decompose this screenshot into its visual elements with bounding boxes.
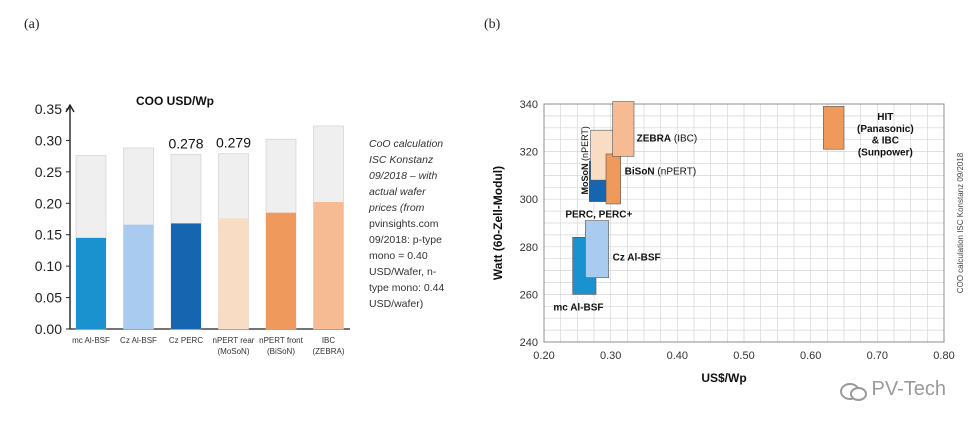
region-cz-al-bsf <box>585 220 609 279</box>
x-tick-label: mc Al-BSF <box>72 336 110 345</box>
y-axis-arrow <box>65 103 75 113</box>
panel-label-a: (a) <box>24 17 40 32</box>
annotation-mc-al-bsf: mc Al-BSF <box>553 302 603 313</box>
bar-lower <box>171 223 201 329</box>
annotation-hit-line: (Panasonic) <box>857 124 914 135</box>
x-tick-sublabel: (ZEBRA) <box>313 347 345 356</box>
annotation-moson-suffix: (nPERT) <box>580 126 590 163</box>
annotation-zebra-suffix: (IBC) <box>671 133 697 144</box>
region-zebra-ibc- <box>612 101 635 157</box>
region-bison-npert- <box>605 153 621 205</box>
x-tick-label: 0.30 <box>600 350 621 362</box>
pv-tech-watermark: PV-Tech <box>839 378 946 401</box>
annotation-hit-line: HIT <box>877 112 893 123</box>
bar-lower <box>218 218 249 329</box>
chart-title: COO USD/Wp <box>136 95 214 108</box>
data-label: 0.279 <box>216 135 251 151</box>
x-tick-sublabel: (MoSoN) <box>217 347 249 356</box>
coo-calculation-note: CoO calculation ISC Konstanz 09/2018 – w… <box>369 136 481 312</box>
annotation-bison-suffix: (nPERT) <box>655 167 697 178</box>
data-label: 0.278 <box>168 135 203 151</box>
y-tick-label: 240 <box>520 337 538 349</box>
scatter-chart-watt-vs-cost: 0.20 0.30 0.40 0.50 0.60 0.70 0.80 240 260 280 300… <box>491 99 965 385</box>
note-line: type mono: 0.44 <box>369 282 445 294</box>
annotation-perc: PERC, PERC+ <box>565 209 632 220</box>
x-tick-label: 0.40 <box>667 350 688 362</box>
y-tick-label: 0.00 <box>35 321 62 337</box>
bar-chart-coo: 0.00 0.05 0.10 0.15 0.20 0.25 0.30 0.35 COO USD/… <box>35 95 350 356</box>
y-tick-label: 340 <box>520 99 538 111</box>
annotation-bison: BiSoN (nPERT) <box>625 167 697 178</box>
x-tick-label: Cz Al-BSF <box>120 336 157 345</box>
y-tick-label: 0.35 <box>35 101 62 117</box>
note-line: USD/Wafer, n- <box>369 266 437 278</box>
annotation-hit-line: & IBC <box>872 136 899 147</box>
note-line: actual wafer <box>369 186 426 198</box>
annotation-zebra-name: ZEBRA <box>637 133 671 144</box>
note-line: pvinsights.com <box>369 218 439 230</box>
plot-frame <box>543 103 945 343</box>
note-line: 09/2018 – with <box>369 170 438 182</box>
annotation-cz-al-bsf: Cz Al-BSF <box>613 252 661 263</box>
x-tick-label: IBC <box>322 336 336 345</box>
note-line: mono = 0.40 <box>369 250 428 262</box>
x-tick-label: nPERT front <box>259 336 304 345</box>
annotation-moson: MoSoN (nPERT) <box>580 126 590 194</box>
panel-label-b: (b) <box>484 17 501 32</box>
x-tick-label: 0.50 <box>733 350 754 362</box>
side-note: COO calculation ISC Konstanz 09/2018 <box>956 152 965 293</box>
watermark-text: PV-Tech <box>871 378 946 400</box>
annotation-hit-line: (Sunpower) <box>858 148 913 159</box>
x-tick-label: 0.20 <box>533 350 554 362</box>
y-tick-label: 0.15 <box>35 227 62 243</box>
y-tick-label: 0.25 <box>35 164 62 180</box>
note-line: 09/2018: p-type <box>369 234 442 246</box>
y-tick-label: 300 <box>520 194 538 206</box>
y-tick-label: 0.10 <box>35 258 62 274</box>
bar-lower <box>266 212 296 329</box>
annotation-moson-name: MoSoN <box>580 163 590 194</box>
y-tick-label: 260 <box>520 289 538 301</box>
y-tick-label: 320 <box>520 147 538 159</box>
x-tick-sublabel: (BiSoN) <box>267 347 295 356</box>
note-line: prices (from <box>369 202 425 214</box>
x-tick-label: 0.60 <box>800 350 821 362</box>
region-hit-panasonic-ibc-sunpower- <box>823 106 845 150</box>
x-axis-label: US$/Wp <box>701 371 746 385</box>
note-line: USD/wafer) <box>369 298 424 310</box>
annotation-zebra: ZEBRA (IBC) <box>637 133 698 144</box>
bar-lower <box>313 202 344 329</box>
x-tick-label: 0.80 <box>933 350 954 362</box>
bar-lower <box>123 224 154 329</box>
x-tick-label: 0.70 <box>867 350 888 362</box>
note-line: ISC Konstanz <box>369 154 434 166</box>
wechat-icon <box>839 380 867 401</box>
bar-lower <box>76 237 106 329</box>
y-tick-label: 280 <box>520 242 538 254</box>
y-tick-label: 0.30 <box>35 132 62 148</box>
y-tick-label: 0.05 <box>35 290 62 306</box>
note-line: CoO calculation <box>369 138 444 150</box>
annotation-bison-name: BiSoN <box>625 167 655 178</box>
y-axis-label: Watt (60-Zell-Modul) <box>491 166 505 280</box>
x-tick-label: Cz PERC <box>169 336 203 345</box>
y-tick-label: 0.20 <box>35 195 62 211</box>
x-tick-label: nPERT rear <box>213 336 255 345</box>
